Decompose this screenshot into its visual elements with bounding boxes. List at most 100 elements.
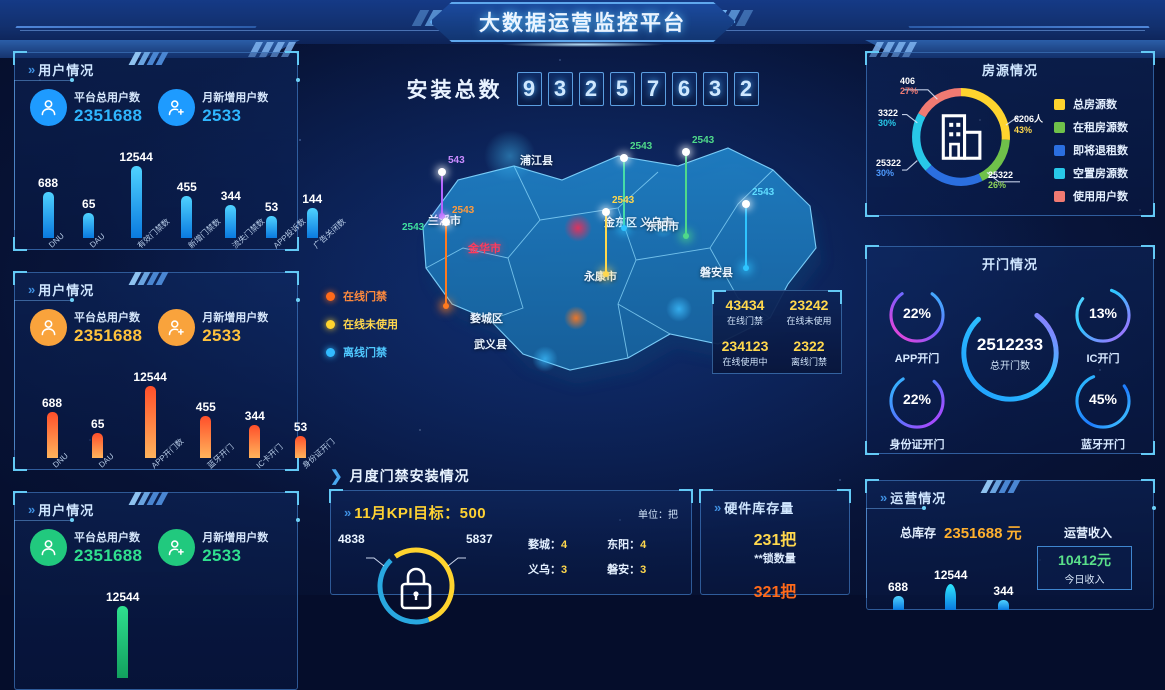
panel-dot (70, 518, 74, 522)
legend-swatch (1054, 190, 1065, 202)
hardware-label-1: **锁数量 (754, 553, 796, 565)
kpi-total-users: 平台总用户数 2351688 (30, 88, 142, 126)
gauge-label: 身份证开门 (889, 439, 945, 451)
bar-item: 12544 有效门禁数 (119, 150, 171, 250)
panel-dot (296, 78, 300, 82)
panel-user-green[interactable]: » 用户情况 平台总用户数 2351688 月新增用户数 (13, 491, 300, 690)
bar-item: 65 DAU (82, 197, 106, 250)
bar (945, 584, 957, 610)
bar-value: 688 (888, 580, 909, 594)
bar (83, 213, 95, 238)
city-stat: 东阳：4 (607, 539, 647, 551)
kpi-label: 平台总用户数 (74, 92, 140, 104)
stats-grid: 43434 在线门禁 23242 在线未使用 234123 在线使用中 2322… (713, 291, 841, 373)
panel-frame (330, 490, 692, 595)
bar-value: 344 (244, 409, 265, 423)
gauge-percent: 13% (1088, 305, 1118, 321)
panel-user-blue[interactable]: » 用户情况 平台总用户数 2351688 月新增用户数 (13, 51, 348, 251)
title-plate: 大数据运营监控平台 (429, 2, 736, 42)
panel-hardware-stock[interactable]: » 硬件库存量 231把 **锁数量 321把 (699, 489, 851, 601)
panel-title-row: » 用户情况 (28, 280, 94, 299)
legend-color-dot (326, 291, 335, 301)
income-label: 今日收入 (1064, 575, 1105, 586)
bar-item: 455 新增门禁数 (177, 180, 222, 250)
user-icon (30, 528, 67, 566)
stat-value: 23242 (789, 296, 829, 313)
chevron-double-right-icon: » (28, 282, 35, 297)
pin-base (743, 265, 749, 271)
panel-rail-v (866, 508, 867, 598)
donut-value: 3322 (878, 108, 899, 118)
gauge-idcard[interactable]: 22% 身份证开门 (886, 370, 948, 452)
map-city-label: 武义县 (474, 339, 507, 351)
kpi-label: 月新增用户数 (202, 92, 269, 104)
panel-title: 用户情况 (38, 283, 95, 298)
donut-value: 25322 (988, 170, 1014, 180)
kpi-banner: » 11月KPI目标：500 (344, 502, 486, 523)
kpi-row: 平台总用户数 2351688 月新增用户数 2533 (30, 308, 268, 346)
map-glow (564, 306, 588, 330)
legend-item[interactable]: 离线门禁 (326, 344, 398, 360)
pin-value: 2543 (692, 135, 715, 146)
panel-housing[interactable]: 房源情况 406 27% 3322 (865, 51, 1155, 217)
corner-tr (1141, 51, 1155, 65)
pin-base (443, 303, 449, 309)
legend-item[interactable]: 空置房源数 (1054, 165, 1128, 181)
panel-operations[interactable]: » 运营情况 总库存 2351688 元 运营收入 10412元 今日收入 68… (865, 479, 1156, 610)
map-city-label: 金东区 (604, 217, 637, 229)
legend-item[interactable]: 在线未使用 (326, 316, 398, 332)
panel-rail-v (14, 300, 15, 450)
income-value: 10412元 (1058, 552, 1111, 568)
panel-rail (14, 300, 72, 301)
panel-user-orange[interactable]: » 用户情况 平台总用户数 2351688 月新增用户数 (13, 271, 336, 471)
gauge-ring-ic (1075, 287, 1131, 343)
bar-item: 53 APP投诉数 (265, 200, 307, 250)
corner-tr (679, 489, 693, 503)
bar-value: 344 (993, 584, 1014, 598)
gauge-bluetooth[interactable]: 45% 蓝牙开门 (1072, 370, 1134, 452)
kpi-banner-text: 11月KPI目标：500 (354, 505, 487, 522)
bar-chart-blue: 688 DNU 65 DAU 12544 有效门禁数 455 新增门禁数 344… (38, 142, 348, 250)
legend-label: 即将退租数 (1073, 145, 1128, 157)
legend-item[interactable]: 在线门禁 (326, 288, 398, 304)
donut-label-users: 406 27% (900, 76, 918, 96)
legend-item[interactable]: 即将退租数 (1054, 142, 1128, 158)
panel-monthly-install[interactable]: » 11月KPI目标：500 单位：把 4838 5837 婺城：4 东阳：4 … (329, 489, 693, 625)
bar-item: 344 IC卡开门 (244, 409, 285, 470)
panel-title-row: » 用户情况 (28, 60, 94, 79)
map-stats-box: 43434 在线门禁 23242 在线未使用 234123 在线使用中 2322… (712, 290, 842, 374)
map-city-label: 磐安县 (700, 267, 733, 279)
pin-head (442, 218, 450, 226)
user-add-icon (158, 88, 196, 126)
gauge-ic[interactable]: 13% IC开门 (1072, 284, 1134, 366)
housing-legend: 总房源数 在租房源数 即将退租数 空置房源数 使用用户数 (1054, 96, 1128, 211)
panel-frame (14, 492, 298, 690)
gauge-ring-idcard (889, 373, 945, 429)
kpi-total-users: 平台总用户数 2351688 (30, 528, 142, 566)
bar-item: 144 广告关闭数 (302, 192, 347, 250)
map-glow (484, 130, 536, 182)
total-open-center: 2512233 总开门数 (955, 298, 1065, 408)
donut-percent: 30% (878, 118, 897, 128)
user-add-icon (158, 528, 196, 566)
map-city-label: 永康市 (584, 271, 617, 283)
corner-tr (1141, 245, 1155, 259)
bar-value: 144 (302, 192, 323, 206)
bar-item: 12544 (934, 568, 967, 610)
gauge-percent: 45% (1088, 391, 1118, 407)
corner-tl (329, 489, 343, 503)
bar-value: 12544 (119, 150, 153, 164)
stat-cell: 43434 在线门禁 (713, 291, 777, 332)
bar-item: 344 (993, 584, 1013, 610)
bar-value: 12544 (934, 568, 968, 582)
panel-door-open[interactable]: 开门情况 2512233 总开门数 22% APP开门 13% IC开门 (865, 245, 1155, 455)
legend-item[interactable]: 总房源数 (1054, 96, 1128, 112)
legend-item[interactable]: 使用用户数 (1054, 188, 1128, 204)
map-city-label: 婺城区 (470, 313, 503, 325)
gauge-app[interactable]: 22% APP开门 (886, 284, 948, 366)
legend-item[interactable]: 在租房源数 (1054, 119, 1128, 135)
gauge-label: 蓝牙开门 (1081, 439, 1125, 451)
panel-title-row: » 用户情况 (28, 500, 94, 519)
bar-item: 688 DNU (42, 396, 70, 470)
digit: 2 (733, 72, 759, 106)
